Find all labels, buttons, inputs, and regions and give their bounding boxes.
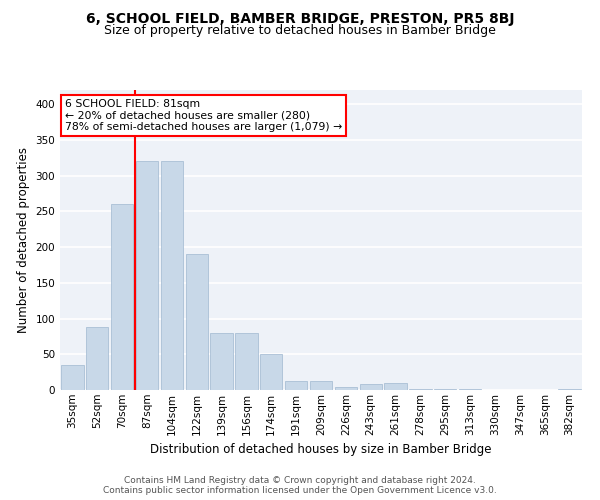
Bar [86, 327, 109, 390]
Text: 6, SCHOOL FIELD, BAMBER BRIDGE, PRESTON, PR5 8BJ: 6, SCHOOL FIELD, BAMBER BRIDGE, PRESTON,… [86, 12, 514, 26]
Bar [310, 380, 332, 390]
Bar [111, 204, 133, 390]
Bar [211, 333, 233, 390]
Bar [335, 387, 357, 390]
Bar [61, 365, 83, 390]
Bar [260, 354, 283, 390]
Bar [185, 254, 208, 390]
Text: Size of property relative to detached houses in Bamber Bridge: Size of property relative to detached ho… [104, 24, 496, 37]
Y-axis label: Number of detached properties: Number of detached properties [17, 147, 30, 333]
Bar [235, 333, 257, 390]
Bar [359, 384, 382, 390]
Text: Contains HM Land Registry data © Crown copyright and database right 2024.
Contai: Contains HM Land Registry data © Crown c… [103, 476, 497, 495]
Bar [136, 162, 158, 390]
Bar [161, 162, 183, 390]
X-axis label: Distribution of detached houses by size in Bamber Bridge: Distribution of detached houses by size … [150, 443, 492, 456]
Text: 6 SCHOOL FIELD: 81sqm
← 20% of detached houses are smaller (280)
78% of semi-det: 6 SCHOOL FIELD: 81sqm ← 20% of detached … [65, 99, 343, 132]
Bar [409, 388, 431, 390]
Bar [285, 382, 307, 390]
Bar [385, 383, 407, 390]
